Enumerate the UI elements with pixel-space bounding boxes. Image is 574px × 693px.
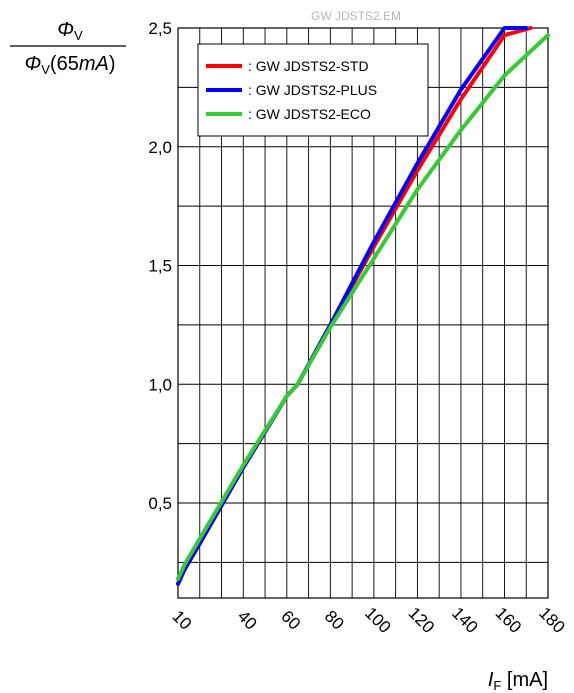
plot-frame bbox=[177, 27, 549, 599]
x-tick-label: 160 bbox=[492, 603, 525, 636]
watermark: GW JDSTS2.EM bbox=[311, 9, 401, 23]
y-label-denominator-subscript: V bbox=[41, 62, 50, 77]
y-tick-label: 0,5 bbox=[148, 494, 172, 513]
x-axis-label: IF [mA] bbox=[488, 669, 548, 693]
y-tick-label: 2,5 bbox=[148, 19, 172, 38]
y-label-denominator-close: ) bbox=[109, 53, 116, 75]
legend: : GW JDSTS2-STD : GW JDSTS2-PLUS : GW JDST… bbox=[197, 43, 429, 137]
y-label-denominator-unit: mA bbox=[79, 53, 109, 75]
y-label-numerator-subscript: V bbox=[74, 28, 83, 43]
series-line-3 bbox=[176, 33, 550, 581]
series-layer bbox=[176, 26, 550, 586]
y-tick-label: 1,5 bbox=[148, 257, 172, 276]
y-label-denominator-paren: (65 bbox=[50, 53, 79, 75]
y-axis-label: ΦV ΦV(65mA) bbox=[10, 19, 126, 77]
y-tick-labels: 0,5 1,0 1,5 2,0 2,5 bbox=[148, 19, 172, 513]
x-tick-label: 180 bbox=[535, 603, 568, 636]
x-tick-label: 120 bbox=[405, 603, 438, 636]
svg-text:ΦV: ΦV bbox=[57, 19, 83, 43]
x-tick-label: 10 bbox=[168, 607, 195, 634]
y-tick-label: 1,0 bbox=[148, 375, 172, 394]
svg-text:ΦV(65mA): ΦV(65mA) bbox=[25, 53, 116, 77]
legend-label-2: : GW JDSTS2-PLUS bbox=[248, 82, 377, 98]
x-label-subscript: F bbox=[493, 678, 501, 693]
x-tick-label: 60 bbox=[277, 607, 304, 634]
x-tick-label: 140 bbox=[448, 603, 481, 636]
x-tick-label: 40 bbox=[234, 607, 261, 634]
y-tick-label: 2,0 bbox=[148, 138, 172, 157]
legend-label-1: : GW JDSTS2-STD bbox=[248, 58, 369, 74]
x-tick-label: 100 bbox=[361, 603, 394, 636]
x-label-unit: [mA] bbox=[501, 669, 548, 691]
x-tick-labels: 10 40 60 80 100 120 140 160 180 bbox=[168, 603, 568, 636]
y-label-denominator-symbol: Φ bbox=[25, 53, 42, 75]
legend-label-3: : GW JDSTS2-ECO bbox=[248, 106, 371, 122]
x-tick-label: 80 bbox=[321, 607, 348, 634]
x-label-symbol: I bbox=[488, 669, 494, 691]
y-label-numerator-symbol: Φ bbox=[57, 19, 74, 41]
